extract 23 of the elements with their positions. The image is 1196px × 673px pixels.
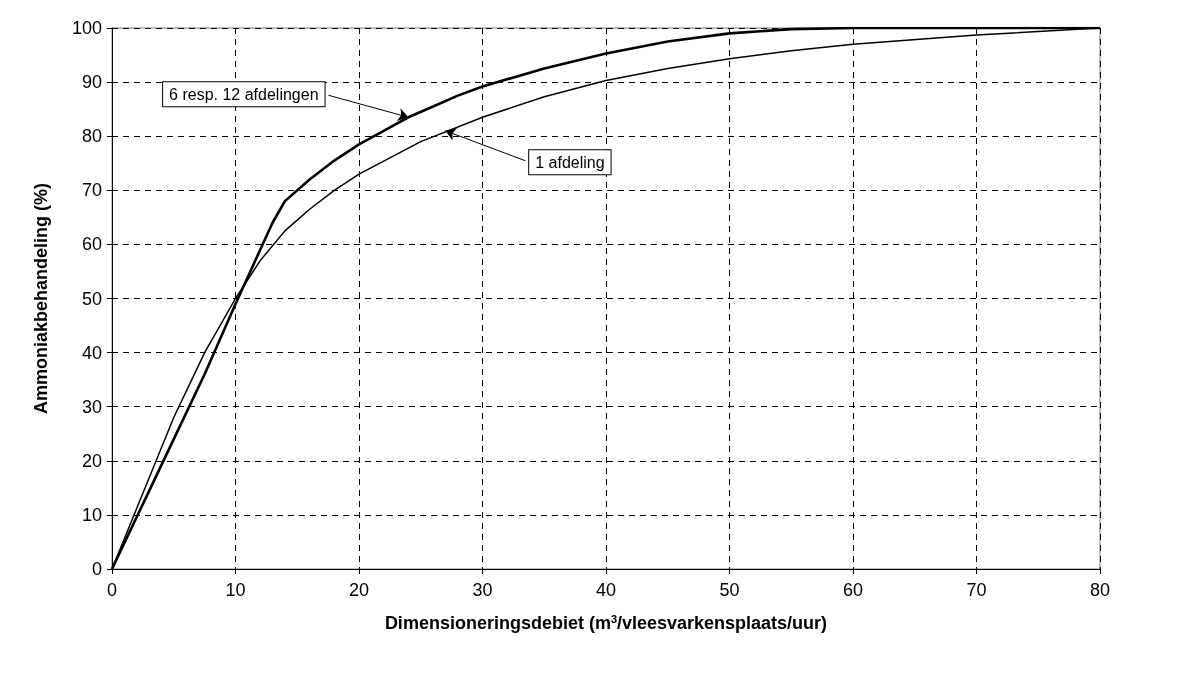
y-tick-label: 60: [81, 234, 102, 255]
x-tick-label: 60: [842, 580, 864, 600]
x-tick-label: 20: [348, 580, 370, 600]
y-tick-label: 50: [81, 288, 102, 309]
x-tick-label: 80: [1089, 580, 1111, 600]
annotation: 6 resp. 12 afdelingen: [169, 85, 319, 103]
y-tick-label: 30: [81, 396, 102, 417]
y-tick-label: 90: [81, 72, 102, 93]
y-tick-label: 20: [81, 450, 102, 471]
y-axis-title: Ammoniakbehandeling (%): [31, 182, 51, 415]
x-tick-label: 0: [106, 580, 118, 600]
x-tick-label: 50: [719, 580, 740, 600]
x-tick-label: 40: [595, 580, 617, 600]
y-tick-label: 40: [81, 342, 102, 363]
y-tick-label: 80: [81, 126, 102, 147]
y-tick-label: 0: [91, 559, 102, 579]
y-tick-label: 100: [71, 18, 102, 38]
y-tick-label: 70: [81, 180, 102, 201]
x-tick-label: 10: [225, 580, 246, 600]
x-tick-label: 70: [966, 580, 987, 600]
y-tick-label: 10: [81, 504, 102, 525]
annotation: 1 afdeling: [535, 153, 605, 171]
x-tick-label: 30: [472, 580, 493, 600]
